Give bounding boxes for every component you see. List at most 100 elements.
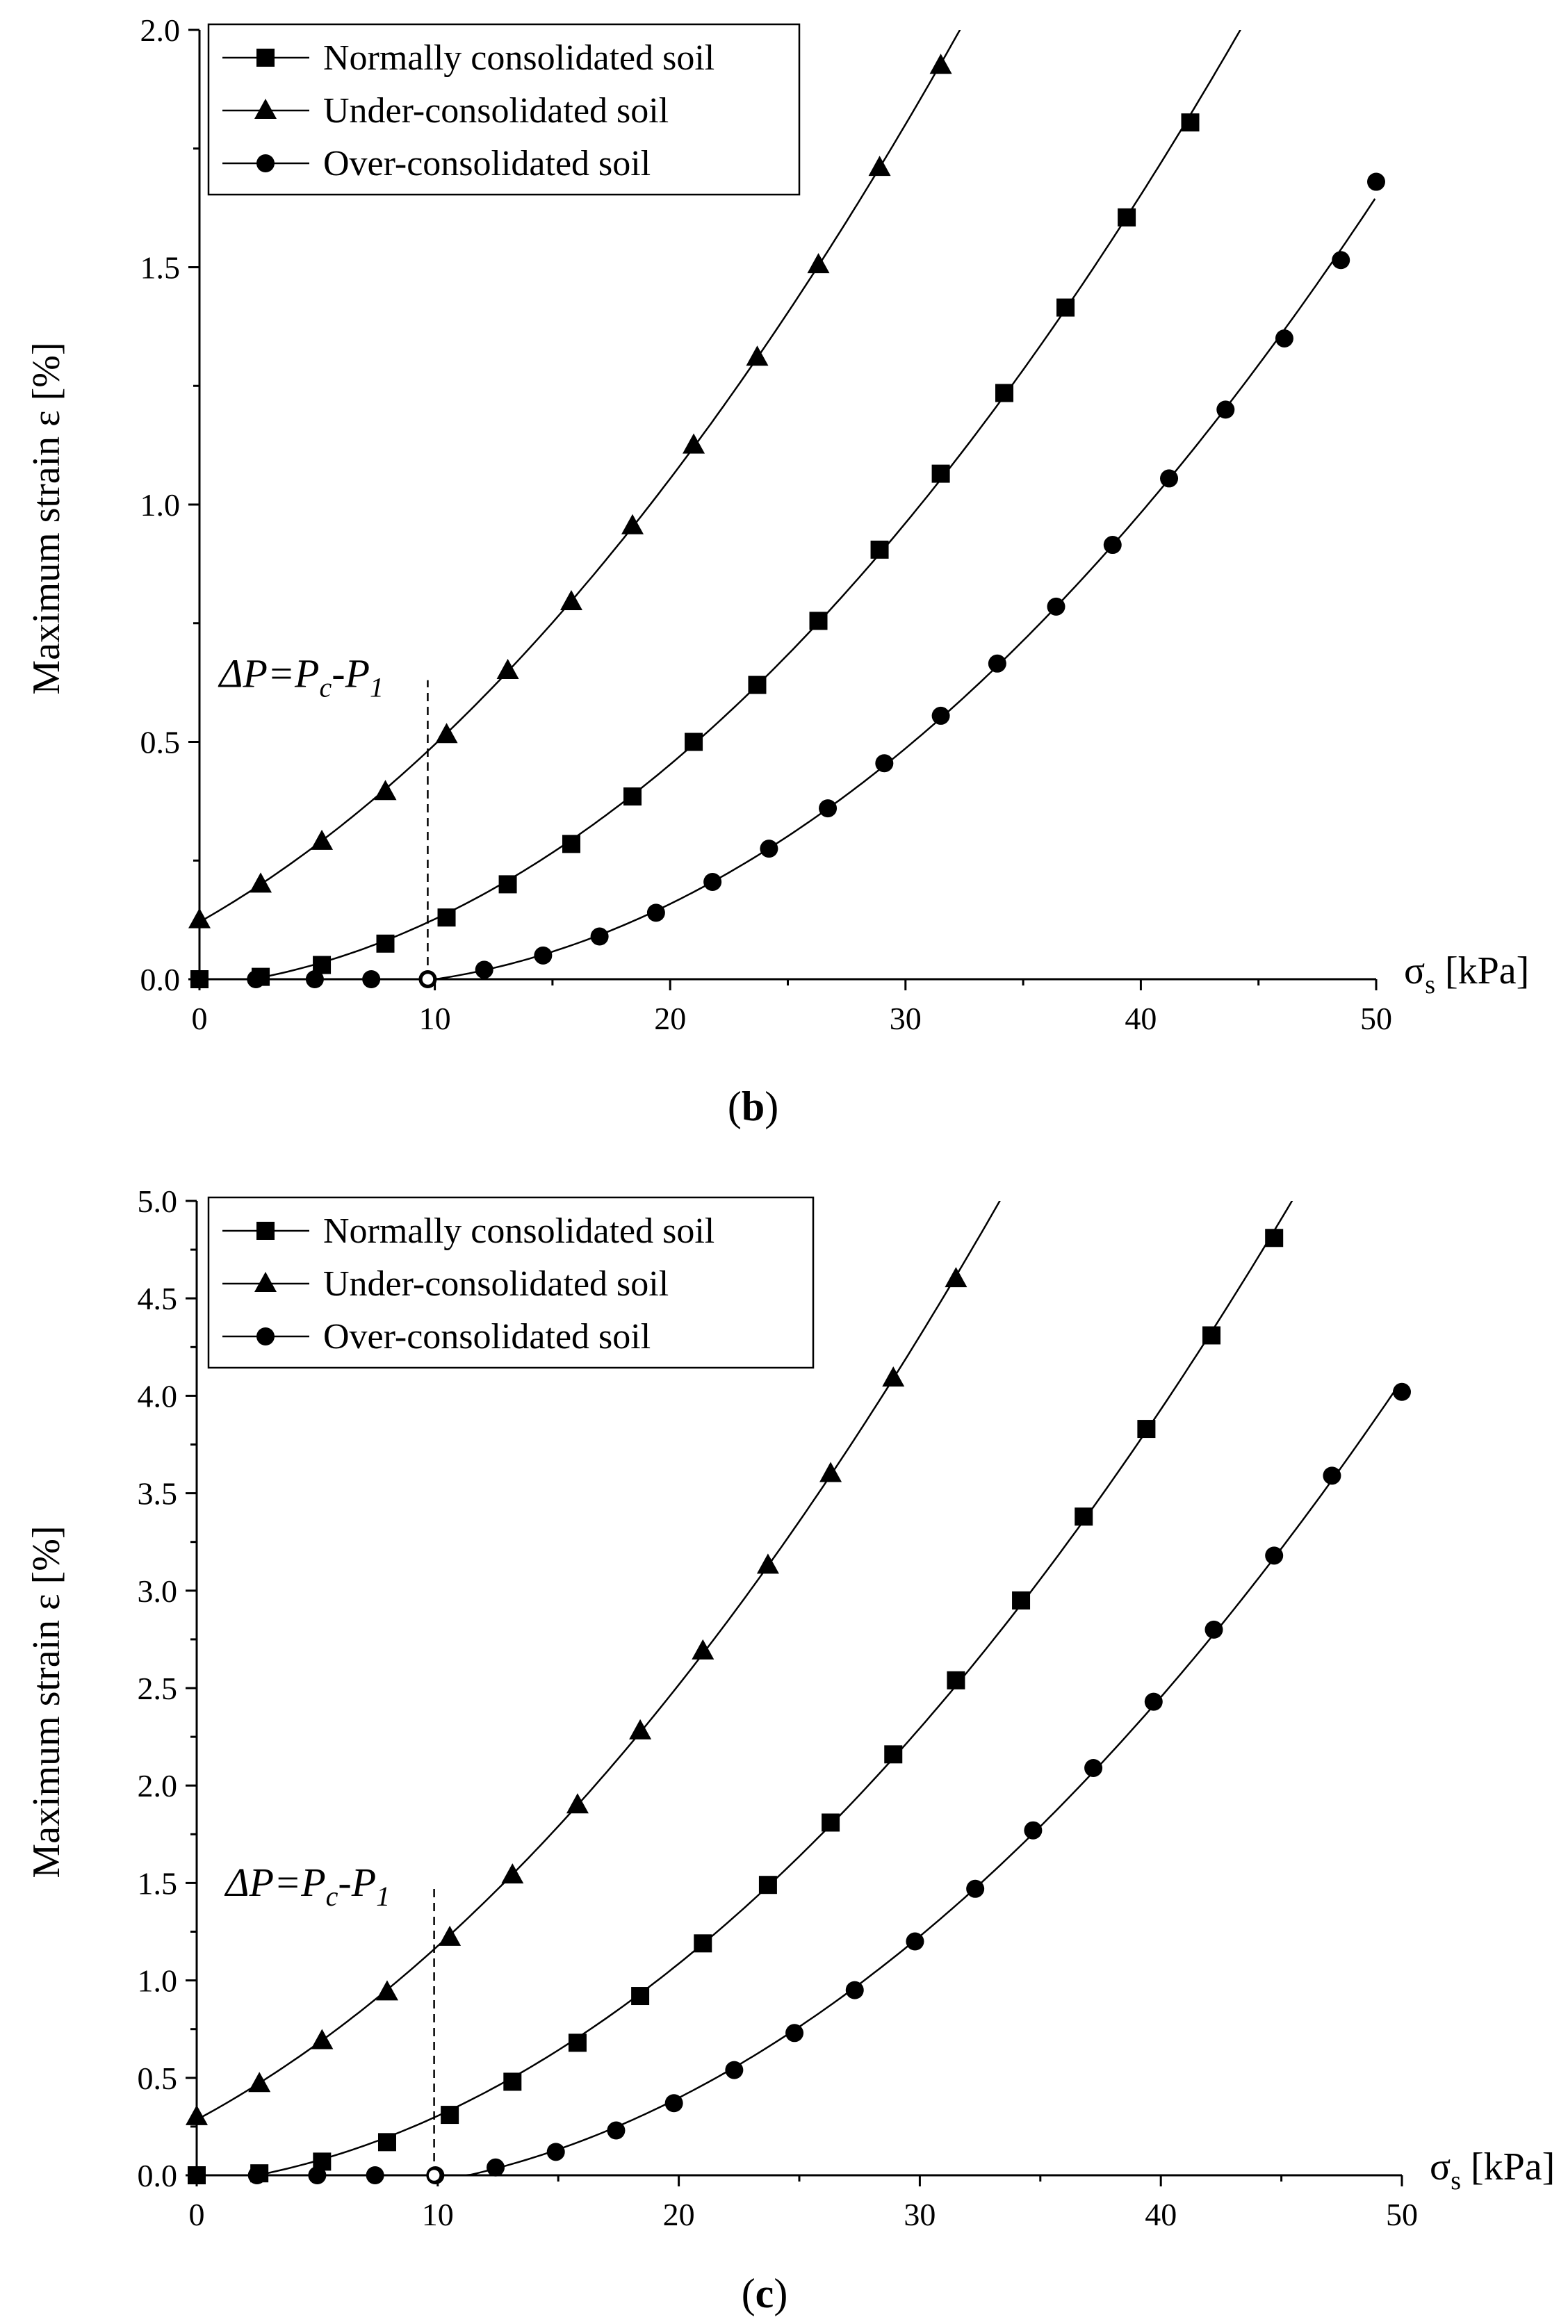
data-point-circle bbox=[534, 946, 553, 965]
legend-label: Normally consolidated soil bbox=[323, 38, 714, 78]
data-point-circle bbox=[1160, 469, 1179, 488]
x-axis-title-unit: [kPa] bbox=[1435, 949, 1529, 992]
x-tick-label: 30 bbox=[890, 1001, 922, 1036]
series-line-square bbox=[197, 1201, 1293, 2175]
data-point-circle bbox=[475, 960, 493, 979]
data-point-square bbox=[437, 908, 456, 927]
y-tick-label: 2.0 bbox=[140, 13, 181, 48]
data-point-triangle bbox=[819, 1462, 842, 1482]
y-axis-title: Maximum strain ε [%] bbox=[25, 342, 68, 694]
data-point-square bbox=[498, 875, 517, 894]
legend: Normally consolidated soil Under-consolid… bbox=[207, 1196, 815, 1369]
x-axis-title: σs [kPa] bbox=[1430, 2145, 1555, 2195]
data-point-circle bbox=[931, 706, 950, 725]
series-line-circle bbox=[199, 198, 1376, 979]
data-point-triangle bbox=[692, 1639, 714, 1660]
data-point-square bbox=[623, 787, 642, 806]
data-point-circle bbox=[785, 2024, 804, 2043]
data-point-triangle bbox=[868, 156, 891, 177]
data-point-square bbox=[1137, 1420, 1156, 1439]
y-tick-label: 2.0 bbox=[138, 1768, 178, 1803]
data-point-square bbox=[377, 2133, 396, 2152]
threshold-annotation: ΔP=Pc-P1 bbox=[218, 651, 384, 703]
y-tick-label: 0.0 bbox=[140, 962, 181, 997]
data-point-circle bbox=[664, 2094, 683, 2113]
data-point-triangle bbox=[435, 723, 458, 744]
data-point-circle bbox=[906, 1932, 924, 1951]
x-tick-label: 20 bbox=[663, 2197, 695, 2232]
data-point-triangle bbox=[250, 872, 272, 893]
data-point-triangle bbox=[311, 2029, 334, 2049]
data-point-triangle bbox=[807, 253, 830, 274]
data-point-square bbox=[809, 612, 828, 630]
x-tick-label: 50 bbox=[1386, 2197, 1418, 2232]
x-tick-label: 10 bbox=[419, 1001, 451, 1036]
data-point-circle bbox=[1323, 1466, 1341, 1485]
data-point-circle bbox=[1275, 329, 1293, 347]
data-point-triangle bbox=[882, 1366, 905, 1387]
x-axis-title: σs [kPa] bbox=[1404, 949, 1529, 999]
data-point-circle bbox=[1024, 1821, 1043, 1840]
data-point-circle bbox=[1265, 1546, 1284, 1565]
data-point-circle bbox=[1393, 1382, 1411, 1401]
x-tick-label: 50 bbox=[1360, 1001, 1392, 1036]
data-point-square bbox=[1118, 208, 1136, 227]
data-point-square bbox=[1181, 113, 1200, 132]
data-point-triangle bbox=[496, 659, 519, 680]
data-point-triangle bbox=[756, 1553, 779, 1574]
data-point-square bbox=[947, 1671, 965, 1689]
threshold-point bbox=[420, 972, 435, 987]
data-point-square bbox=[931, 464, 950, 483]
legend-box bbox=[207, 1196, 815, 1369]
data-point-circle bbox=[247, 2166, 266, 2184]
data-point-circle bbox=[1332, 251, 1350, 270]
series-square bbox=[188, 1201, 1293, 2184]
chart-panel-c: 0 10 20 30 40 50 0.0 0.5 1.0 1.5 2.0 2.5 3.0 3.5 4.0 4.… bbox=[25, 1184, 1555, 2316]
data-point-triangle bbox=[254, 1272, 277, 1292]
x-tick-label: 20 bbox=[654, 1001, 686, 1036]
data-point-circle bbox=[256, 154, 275, 172]
data-point-circle bbox=[966, 1879, 985, 1898]
threshold-point bbox=[427, 2168, 441, 2183]
data-point-square bbox=[568, 2034, 587, 2052]
legend-label: Over-consolidated soil bbox=[323, 1317, 651, 1357]
data-point-triangle bbox=[566, 1793, 589, 1814]
data-point-circle bbox=[1216, 400, 1235, 419]
data-point-square bbox=[748, 676, 767, 694]
data-point-triangle bbox=[186, 2104, 208, 2125]
data-point-triangle bbox=[945, 1267, 967, 1288]
data-point-circle bbox=[1367, 172, 1385, 191]
data-point-triangle bbox=[254, 99, 277, 119]
data-point-square bbox=[685, 733, 703, 751]
y-tick-label: 1.5 bbox=[140, 250, 181, 286]
data-point-square bbox=[376, 934, 395, 953]
data-point-square bbox=[256, 49, 275, 67]
series-line-circle bbox=[197, 1385, 1399, 2175]
y-tick-label: 1.0 bbox=[140, 487, 181, 523]
series-circle bbox=[188, 1382, 1411, 2184]
series-line-triangle bbox=[197, 1201, 1001, 2121]
data-point-circle bbox=[546, 2143, 565, 2161]
data-point-triangle bbox=[746, 345, 769, 366]
data-point-circle bbox=[875, 754, 894, 773]
data-point-circle bbox=[190, 970, 209, 988]
data-point-triangle bbox=[929, 54, 952, 74]
data-point-circle bbox=[590, 927, 609, 946]
series-line-square bbox=[199, 30, 1242, 979]
data-point-circle bbox=[1204, 1620, 1223, 1639]
y-tick-label: 2.5 bbox=[138, 1671, 178, 1706]
data-point-triangle bbox=[188, 908, 211, 928]
data-point-circle bbox=[725, 2061, 744, 2079]
y-tick-label: 1.5 bbox=[138, 1865, 178, 1901]
series-line-triangle bbox=[199, 30, 961, 923]
data-point-square bbox=[694, 1934, 712, 1953]
y-tick-label: 0.5 bbox=[138, 2061, 178, 2096]
data-point-circle bbox=[819, 799, 838, 818]
x-tick-label: 0 bbox=[189, 2197, 205, 2232]
x-axis-title-subscript: s bbox=[1451, 2166, 1461, 2195]
data-point-square bbox=[503, 2072, 522, 2091]
data-point-circle bbox=[366, 2166, 384, 2184]
data-point-square bbox=[995, 384, 1014, 402]
data-point-triangle bbox=[621, 514, 644, 534]
